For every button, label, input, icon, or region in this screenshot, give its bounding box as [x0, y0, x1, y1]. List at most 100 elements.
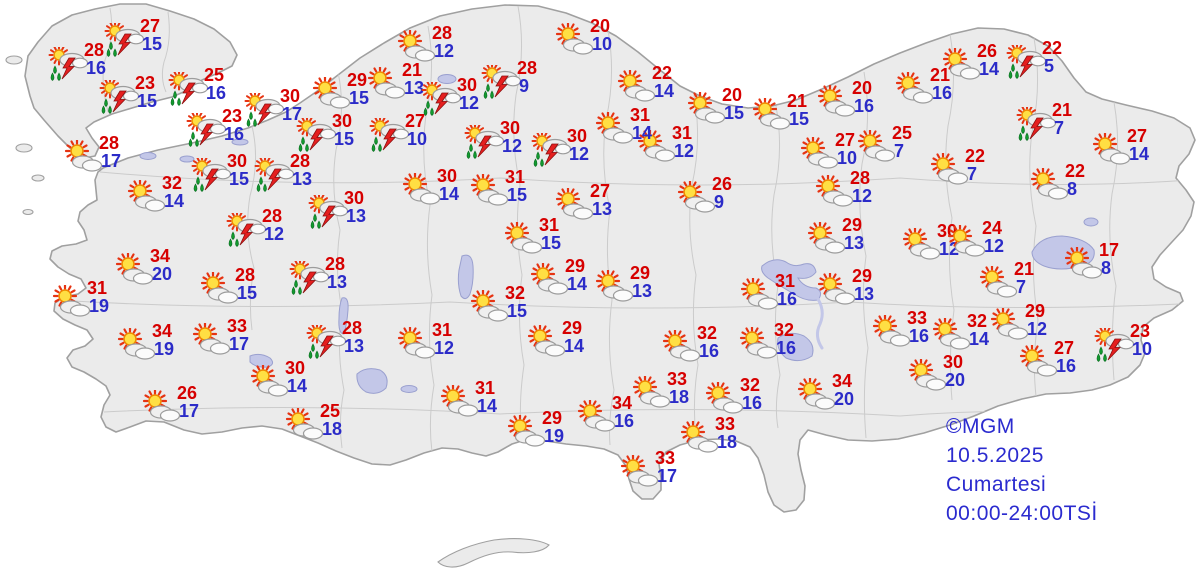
low-temp: 14	[979, 59, 1000, 79]
thunderstorm-icon	[48, 47, 88, 81]
high-temp: 30	[437, 166, 458, 186]
high-temp: 28	[84, 40, 105, 60]
partly-sunny-icon	[1030, 168, 1069, 201]
weather-point: 27 14	[1091, 127, 1149, 167]
low-temp: 12	[1027, 319, 1048, 339]
high-temp: 32	[505, 283, 526, 303]
lake-tuz	[457, 254, 474, 300]
partly-sunny-icon	[142, 390, 181, 423]
weather-point: 20 15	[686, 86, 744, 126]
thunderstorm-icon	[306, 325, 346, 359]
partly-sunny-icon	[595, 270, 634, 303]
anatolia-landmass	[49, 4, 1196, 513]
high-temp: 29	[852, 266, 873, 286]
high-temp: 23	[135, 73, 156, 93]
weather-point: 31 16	[739, 272, 797, 312]
thunderstorm-icon	[191, 158, 231, 192]
thunderstorm-icon	[104, 23, 144, 57]
low-temp: 13	[844, 233, 865, 253]
high-temp: 33	[667, 369, 688, 389]
partly-sunny-icon	[507, 415, 546, 448]
low-temp: 16	[909, 326, 930, 346]
weather-point: 17 8	[1063, 241, 1119, 281]
partly-sunny-icon	[1019, 345, 1058, 378]
thunderstorm-icon	[226, 213, 266, 247]
low-temp: 16	[699, 341, 720, 361]
low-temp: 15	[507, 301, 528, 321]
partly-sunny-icon	[662, 330, 701, 363]
weather-point: 28 12	[396, 24, 454, 64]
weather-point: 23 10	[1094, 322, 1152, 362]
high-temp: 31	[672, 123, 693, 143]
low-temp: 12	[502, 136, 523, 156]
forecast-date: 10.5.2025	[946, 444, 1044, 467]
weather-point: 30 13	[308, 189, 366, 229]
low-temp: 12	[459, 93, 480, 113]
low-temp: 16	[1056, 356, 1077, 376]
low-temp: 13	[592, 199, 613, 219]
weather-point: 21 7	[1016, 101, 1072, 141]
high-temp: 22	[652, 63, 673, 83]
low-temp: 12	[674, 141, 695, 161]
high-temp: 32	[697, 323, 718, 343]
ataturk-reservoir	[777, 332, 814, 362]
high-temp: 21	[787, 91, 808, 111]
high-temp: 30	[285, 358, 306, 378]
weather-point: 33 18	[631, 370, 689, 410]
high-temp: 29	[542, 408, 563, 428]
low-temp: 10	[1132, 339, 1153, 359]
low-temp: 14	[477, 396, 498, 416]
weather-point: 26 9	[676, 175, 732, 215]
high-temp: 32	[740, 375, 761, 395]
partly-sunny-icon	[577, 400, 616, 433]
weather-point: 29 12	[989, 302, 1047, 342]
high-temp: 32	[162, 173, 183, 193]
partly-sunny-icon	[705, 382, 744, 415]
high-temp: 24	[982, 218, 1003, 238]
low-temp: 9	[519, 76, 530, 96]
high-temp: 20	[852, 78, 873, 98]
thunderstorm-icon	[244, 93, 284, 127]
high-temp: 30	[943, 352, 964, 372]
high-temp: 27	[590, 181, 611, 201]
low-temp: 8	[1067, 179, 1078, 199]
high-temp: 30	[227, 151, 248, 171]
partly-sunny-icon	[285, 408, 324, 441]
weather-point: 29 13	[806, 216, 864, 256]
weather-point: 34 19	[116, 322, 174, 362]
low-temp: 20	[152, 264, 173, 284]
weather-point: 28 15	[199, 266, 257, 306]
partly-sunny-icon	[817, 273, 856, 306]
low-temp: 12	[434, 41, 455, 61]
high-temp: 20	[590, 16, 611, 36]
weather-point: 27 15	[104, 17, 162, 57]
high-temp: 29	[347, 70, 368, 90]
thunderstorm-icon	[254, 158, 294, 192]
low-temp: 13	[854, 284, 875, 304]
weather-point: 33 17	[191, 317, 249, 357]
low-temp: 8	[1101, 258, 1112, 278]
low-temp: 12	[569, 144, 590, 164]
low-temp: 15	[142, 34, 163, 54]
high-temp: 27	[405, 111, 426, 131]
high-temp: 33	[907, 308, 928, 328]
high-temp: 27	[140, 16, 161, 36]
low-temp: 14	[969, 329, 990, 349]
high-temp: 29	[1025, 301, 1046, 321]
partly-sunny-icon	[52, 285, 91, 318]
high-temp: 31	[87, 278, 108, 298]
partly-sunny-icon	[872, 315, 911, 348]
weather-point: 22 14	[616, 64, 674, 104]
high-temp: 17	[1099, 240, 1120, 260]
weather-point: 33 18	[679, 415, 737, 455]
high-temp: 31	[539, 215, 560, 235]
thunderstorm-icon	[99, 80, 139, 114]
high-temp: 29	[842, 215, 863, 235]
high-temp: 21	[1052, 100, 1073, 120]
weather-point: 32 15	[469, 284, 527, 324]
high-temp: 30	[280, 86, 301, 106]
low-temp: 18	[669, 387, 690, 407]
partly-sunny-icon	[902, 228, 941, 261]
high-temp: 33	[227, 316, 248, 336]
